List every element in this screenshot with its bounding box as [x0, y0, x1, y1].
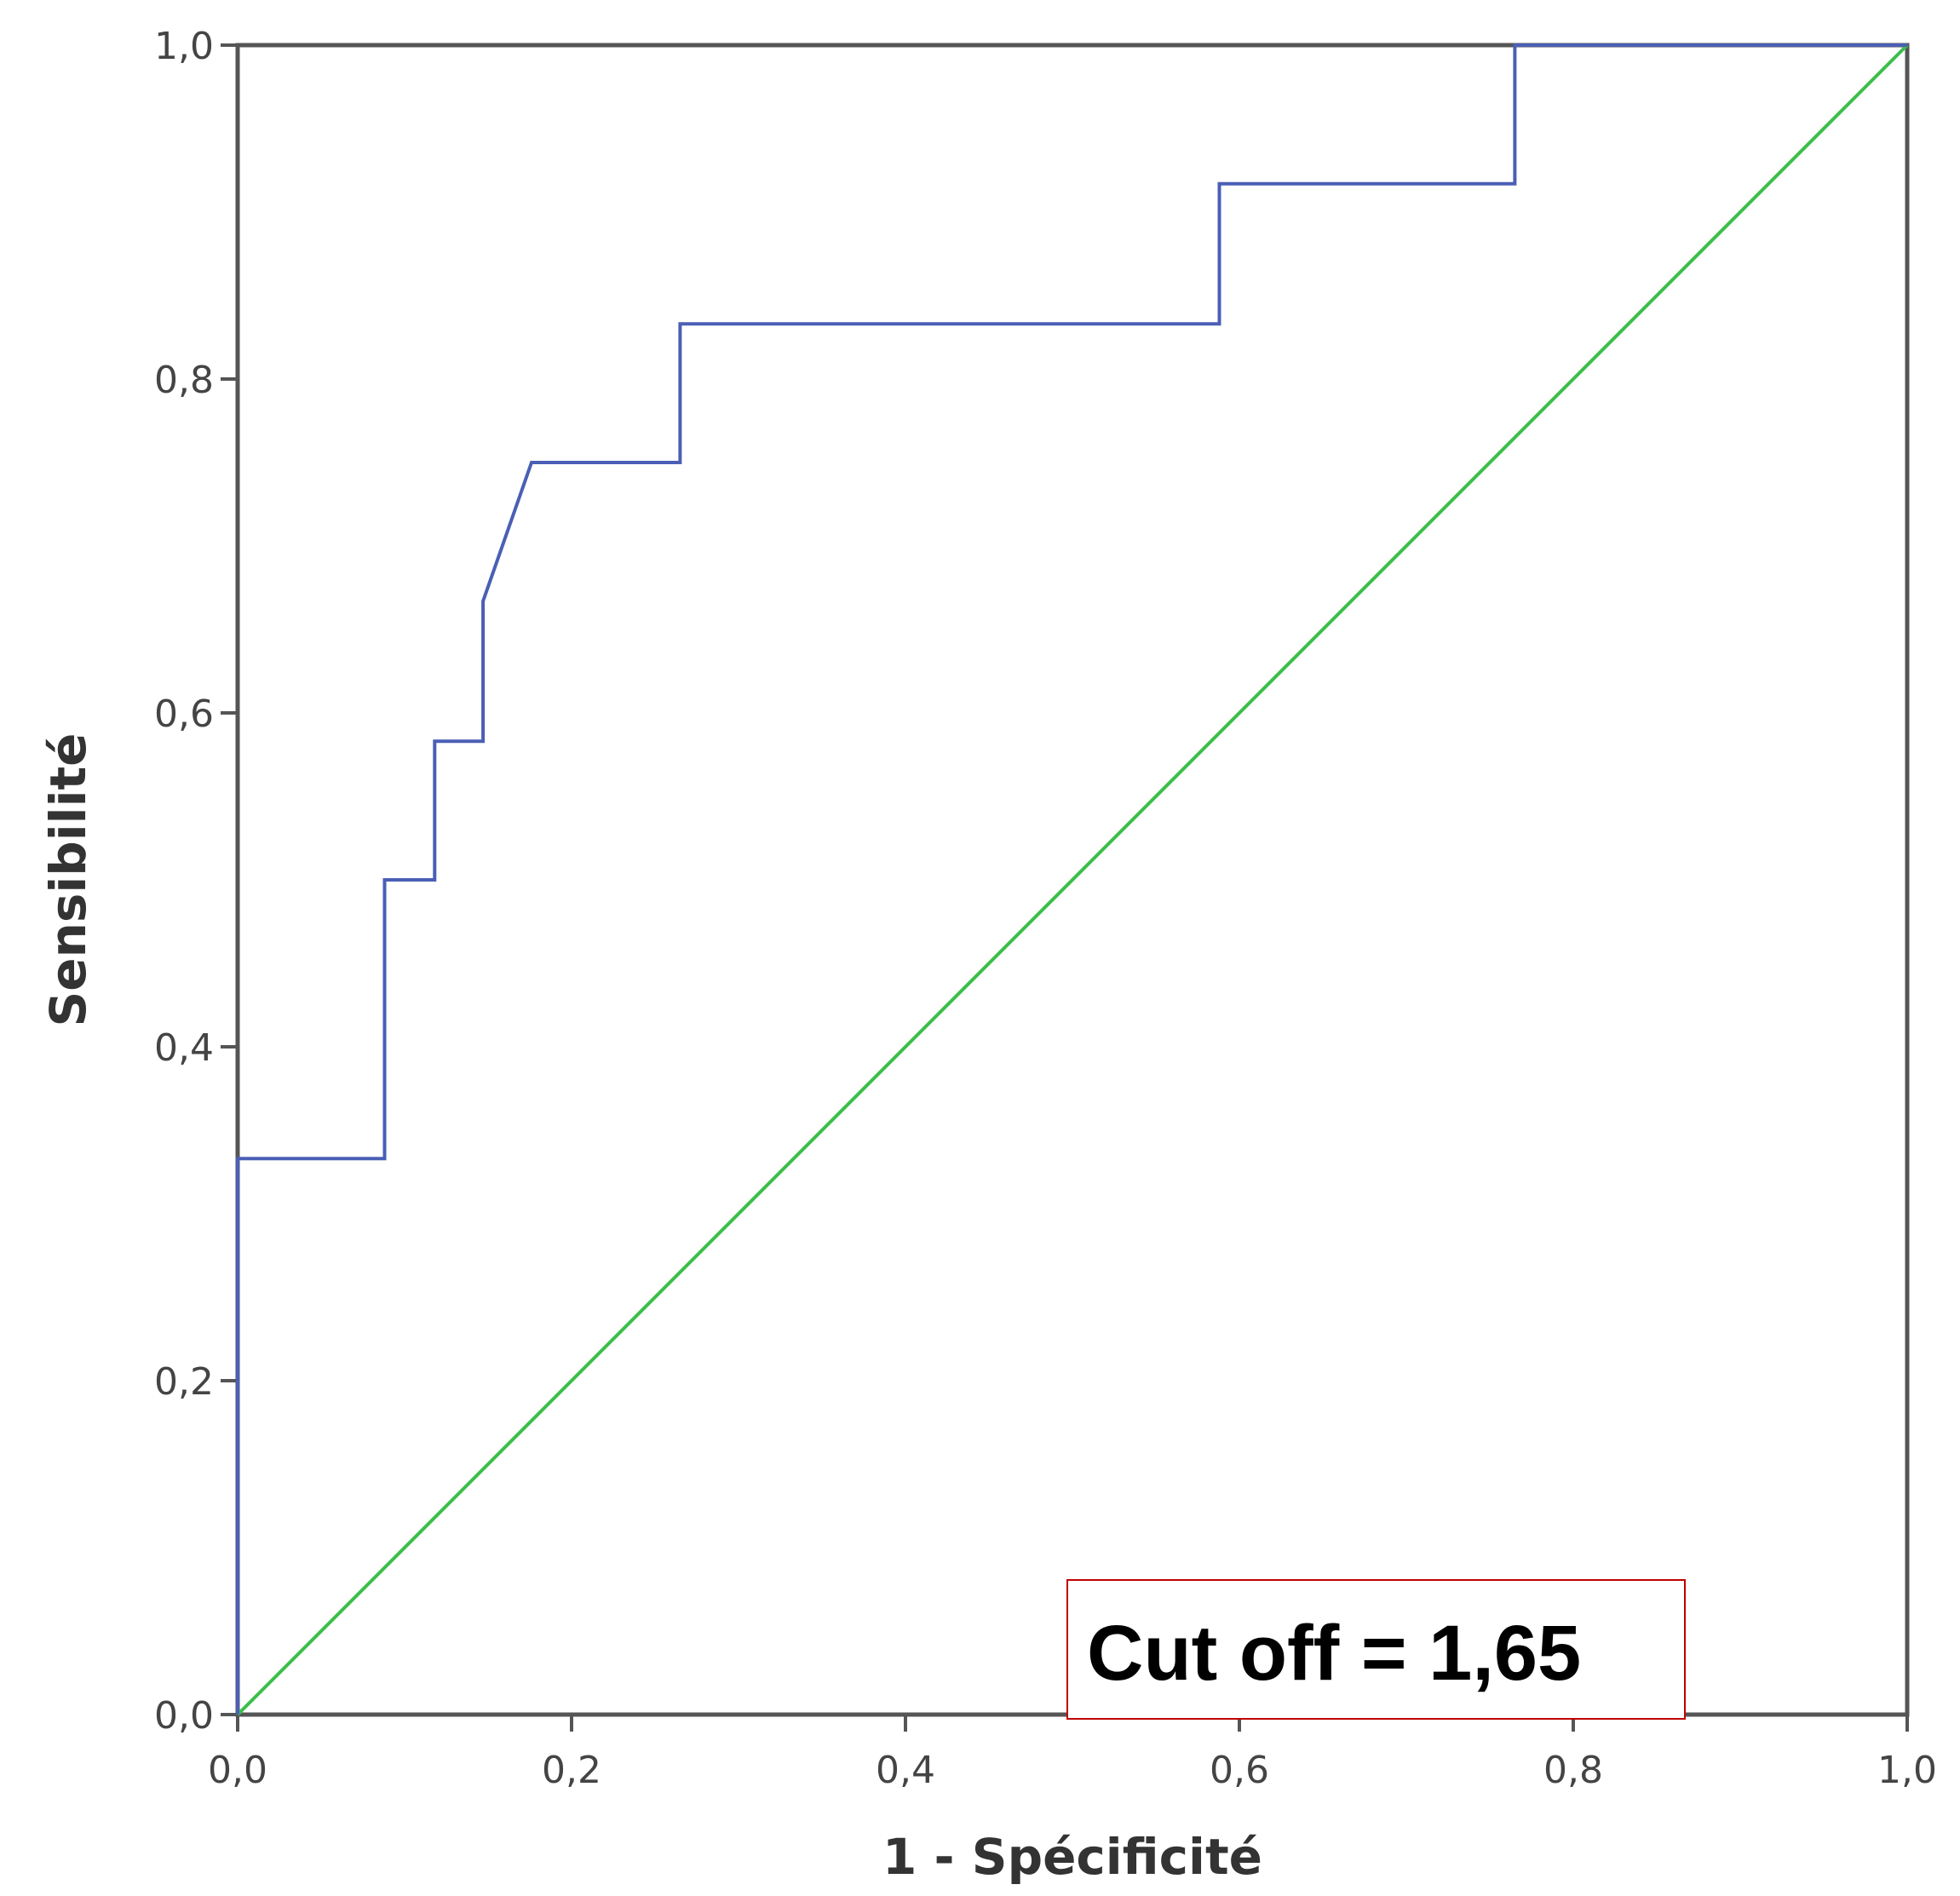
x-axis-title: 1 - Spécificité — [882, 1828, 1262, 1886]
x-tick-label: 0,2 — [542, 1749, 601, 1792]
x-axis-ticks: 0,0 0,2 0,4 0,6 0,8 1,0 — [208, 1715, 1937, 1792]
x-tick-label: 1,0 — [1877, 1749, 1937, 1792]
roc-curve-line — [236, 43, 1907, 1715]
cutoff-annotation: Cut off = 1,65 — [1066, 1579, 1686, 1720]
y-tick-label: 0,8 — [154, 359, 214, 402]
x-tick-label: 0,6 — [1210, 1749, 1269, 1792]
cutoff-annotation-box — [1066, 1579, 1686, 1720]
y-axis-title: Sensibilité — [39, 733, 97, 1026]
x-tick-label: 0,8 — [1543, 1749, 1603, 1792]
y-tick-label: 0,0 — [154, 1694, 214, 1738]
x-tick-label: 0,4 — [876, 1749, 935, 1792]
cutoff-annotation-text: Cut off = 1,65 — [1087, 1610, 1581, 1697]
y-axis-ticks: 0,0 0,2 0,4 0,6 0,8 1,0 — [154, 25, 238, 1738]
reference-diagonal-line — [236, 43, 1909, 1716]
y-tick-label: 0,6 — [154, 692, 214, 736]
y-tick-label: 1,0 — [154, 25, 214, 68]
series-layer — [236, 43, 1909, 1716]
x-tick-label: 0,0 — [208, 1749, 267, 1792]
y-tick-label: 0,2 — [154, 1360, 214, 1404]
y-tick-label: 0,4 — [154, 1026, 214, 1070]
